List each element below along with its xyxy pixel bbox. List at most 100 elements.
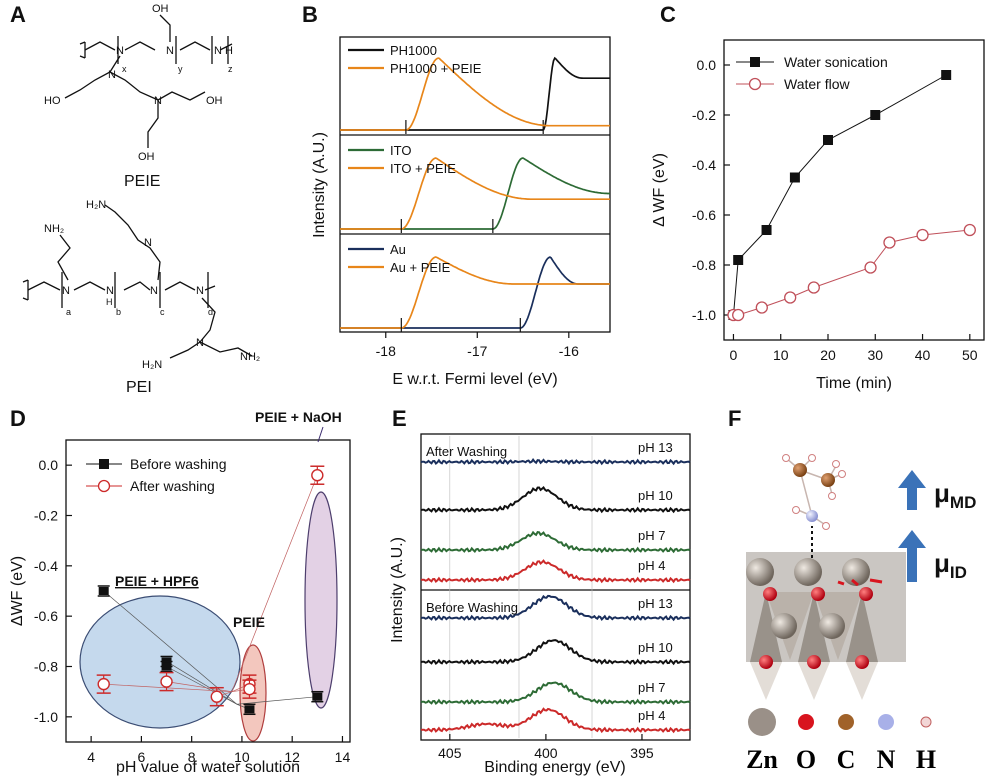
- peie-n3: N: [108, 69, 116, 81]
- b-legend-label-0-0: PH1000: [390, 43, 437, 58]
- panel-e-xlabel: Binding energy (eV): [484, 759, 625, 776]
- d-point-after-5: [311, 469, 324, 482]
- e-curve-1-2: [420, 681, 691, 706]
- c-ytick-label-5: -1.0: [692, 307, 716, 323]
- f-legend-label-4: H: [916, 745, 936, 774]
- pei-n4: N: [196, 285, 204, 297]
- d-point-after-0: [97, 677, 110, 691]
- peie-name: PEIE: [124, 173, 160, 190]
- peie-oh-top: OH: [152, 3, 169, 15]
- peie-x: x: [122, 64, 127, 74]
- d-xtick-label-3: 10: [234, 749, 250, 765]
- peie-oh-right: OH: [206, 95, 223, 107]
- peie-oh-bottom: OH: [138, 151, 155, 163]
- d-ytick-label-3: -0.6: [34, 608, 58, 624]
- d-legend-label-0: Before washing: [130, 456, 227, 472]
- panel-label-f: F: [728, 406, 742, 431]
- annotation-peie: PEIE: [233, 614, 265, 630]
- e-xtick-label-2: 395: [630, 745, 654, 761]
- c-legend-label-1: Water flow: [784, 76, 850, 92]
- pei-n6: N: [196, 337, 204, 349]
- panel-b-frame: [339, 36, 611, 333]
- c-point-1-7: [916, 228, 929, 242]
- f-legend-swatch-4: [920, 716, 932, 728]
- e-curve-0-1: [420, 486, 691, 514]
- peie-z: z: [228, 64, 233, 74]
- pei-a: a: [66, 307, 71, 317]
- pei-name: PEI: [126, 379, 152, 396]
- mu-md-arrow: [898, 470, 926, 510]
- panel-b-xlabel: E w.r.t. Fermi level (eV): [392, 371, 557, 388]
- panel-a-structures: N N N H N N x y z OH HO OH OH PEIE N N N…: [22, 3, 260, 396]
- pei-h2n-top: H₂N: [86, 199, 106, 211]
- annotation-hpf6: PEIE + HPF6: [115, 573, 199, 589]
- f-legend-swatch-1: [798, 714, 814, 730]
- c-xtick-label-0: 0: [730, 347, 738, 363]
- pei-b: b: [116, 307, 121, 317]
- f-legend-swatch-3: [878, 714, 894, 730]
- e-group-label-1: Before Washing: [426, 600, 518, 615]
- d-connector-after-5: [231, 475, 318, 692]
- pei-d: d: [208, 307, 213, 317]
- panel-d-ylabel: ΔWF (eV): [9, 556, 26, 626]
- d-ytick-label-4: -0.8: [34, 659, 58, 675]
- d-point-after-2: [210, 690, 223, 703]
- panel-d-frame: [65, 439, 351, 743]
- b-curve-1-1: [340, 157, 610, 230]
- c-point-1-5: [864, 261, 877, 274]
- d-point-before-0: [98, 587, 109, 595]
- annotation-naoh-pointer: [317, 426, 324, 443]
- peie-n1: N: [116, 45, 124, 57]
- b-xtick-label-0: -18: [376, 343, 396, 359]
- panel-c-xlabel: Time (min): [816, 375, 892, 392]
- c-ytick-label-2: -0.4: [692, 157, 716, 173]
- c-point-1-8: [963, 223, 976, 237]
- mu-id-arrow: [898, 530, 926, 582]
- pei-c: c: [160, 307, 165, 317]
- f-legend-label-3: N: [877, 745, 896, 774]
- adsorbed-molecule: [782, 454, 846, 530]
- c-line-1: [733, 229, 970, 316]
- c-ytick-label-4: -0.8: [692, 257, 716, 273]
- d-ytick-label-1: -0.2: [34, 508, 58, 524]
- panel-e-frame: [420, 433, 691, 741]
- pei-nh2-left: NH₂: [44, 223, 64, 235]
- panel-b-chart: PH1000 PH1000 + PEIE ITO ITO + PEIE Au Au + P…: [311, 36, 611, 388]
- c-ytick-label-3: -0.6: [692, 207, 716, 223]
- panel-c-chart: 0 10 20 30 40 50 0.0 -0.2 -0.4 -0.6 -0.8 -1.0 Water…: [651, 39, 985, 392]
- b-legend-label-0-1: PH1000 + PEIE: [390, 61, 482, 76]
- e-curve-0-0: [420, 458, 691, 466]
- d-connector-before-2: [166, 666, 238, 705]
- e-group-label-0: After Washing: [426, 444, 507, 459]
- b-xtick-label-2: -16: [559, 343, 579, 359]
- c-point-1-4: [807, 281, 820, 294]
- e-series-label-1-0: pH 13: [638, 596, 673, 611]
- b-legend-label-1-0: ITO: [390, 143, 411, 158]
- c-point-1-3: [784, 291, 797, 304]
- e-xtick-label-1: 400: [534, 745, 558, 761]
- f-legend-swatch-2: [838, 714, 854, 730]
- c-ytick-label-1: -0.2: [692, 107, 716, 123]
- pei-h2n-bottom: H₂N: [142, 359, 162, 371]
- e-curve-0-2: [420, 530, 691, 554]
- panel-d-chart: 4 6 8 10 12 14 0.0 -0.2 -0.4 -0.6 -0.8 -1.0 Before …: [9, 409, 351, 776]
- b-legend-label-2-1: Au + PEIE: [390, 260, 451, 275]
- pei-nh2-right: NH₂: [240, 351, 260, 363]
- e-curve-0-3: [420, 559, 691, 584]
- peie-structure: [64, 14, 233, 148]
- panel-label-b: B: [302, 2, 318, 27]
- c-point-0-4: [823, 135, 833, 145]
- d-point-before-2: [161, 662, 172, 671]
- d-point-before-4: [312, 692, 323, 701]
- peie-n2: N: [166, 45, 174, 57]
- c-point-1-2: [755, 301, 768, 314]
- panel-b-ylabel: Intensity (A.U.): [311, 132, 328, 238]
- d-connector-before-4: [236, 696, 318, 705]
- panel-label-c: C: [660, 2, 676, 27]
- peie-ho-left: HO: [44, 95, 61, 107]
- e-curve-1-1: [420, 639, 691, 666]
- e-series-label-1-3: pH 4: [638, 708, 665, 723]
- pei-n3: N: [150, 285, 158, 297]
- pei-n2: N: [106, 285, 114, 297]
- panel-e-chart: After Washing pH 13 pH 10 pH 7 pH 4 Before Wa…: [389, 433, 691, 776]
